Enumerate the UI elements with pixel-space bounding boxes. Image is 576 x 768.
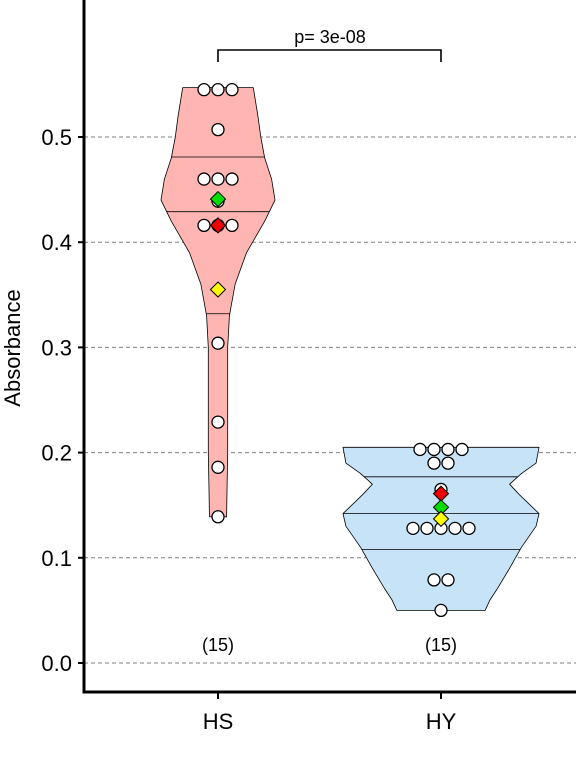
count-label: (15) — [425, 635, 457, 655]
data-point — [448, 521, 462, 535]
data-point — [441, 442, 455, 457]
x-tick-label: HY — [426, 709, 457, 734]
data-point — [462, 521, 476, 535]
y-axis-title: Absorbance — [0, 289, 25, 406]
data-point — [211, 83, 225, 97]
data-point — [211, 460, 225, 474]
x-tick-label: HS — [203, 709, 234, 734]
data-point — [225, 172, 239, 186]
y-tick-label: 0.2 — [41, 441, 72, 466]
summary-markers — [209, 190, 450, 528]
red-diamond-marker — [209, 217, 227, 234]
axes — [78, 0, 576, 699]
data-point — [427, 573, 441, 587]
data-point — [211, 415, 225, 429]
y-tick-label: 0.5 — [41, 125, 72, 150]
data-point — [441, 456, 455, 470]
data-point — [455, 442, 469, 457]
data-point — [441, 573, 455, 587]
y-tick-label: 0.1 — [41, 546, 72, 571]
data-point — [413, 442, 427, 457]
data-point — [197, 218, 211, 233]
violin-hs — [160, 87, 276, 518]
data-point — [211, 336, 225, 350]
data-point — [420, 521, 434, 535]
data-point — [225, 218, 239, 233]
yellow-diamond-marker — [432, 510, 450, 528]
yellow-diamond-marker — [209, 281, 227, 298]
count-label: (15) — [202, 635, 234, 655]
data-point — [406, 521, 420, 535]
data-point — [211, 172, 225, 186]
grid-lines — [84, 136, 576, 664]
data-point — [427, 442, 441, 457]
green-diamond-marker — [209, 190, 227, 208]
data-point — [434, 603, 448, 618]
data-point — [211, 510, 225, 524]
y-tick-label: 0.0 — [41, 651, 72, 676]
data-point — [197, 172, 211, 186]
data-point — [211, 122, 225, 137]
y-tick-label: 0.4 — [41, 230, 72, 255]
data-point — [197, 83, 211, 97]
comparison-bracket — [217, 49, 442, 62]
data-point — [225, 83, 239, 97]
comparison-p-value: p= 3e-08 — [294, 27, 366, 47]
labels: Absorbance p= 3e-08 0.0 0.1 0.2 0.3 0.4 0.5 HS… — [0, 27, 457, 734]
data-point — [427, 456, 441, 470]
y-tick-label: 0.3 — [41, 335, 72, 360]
